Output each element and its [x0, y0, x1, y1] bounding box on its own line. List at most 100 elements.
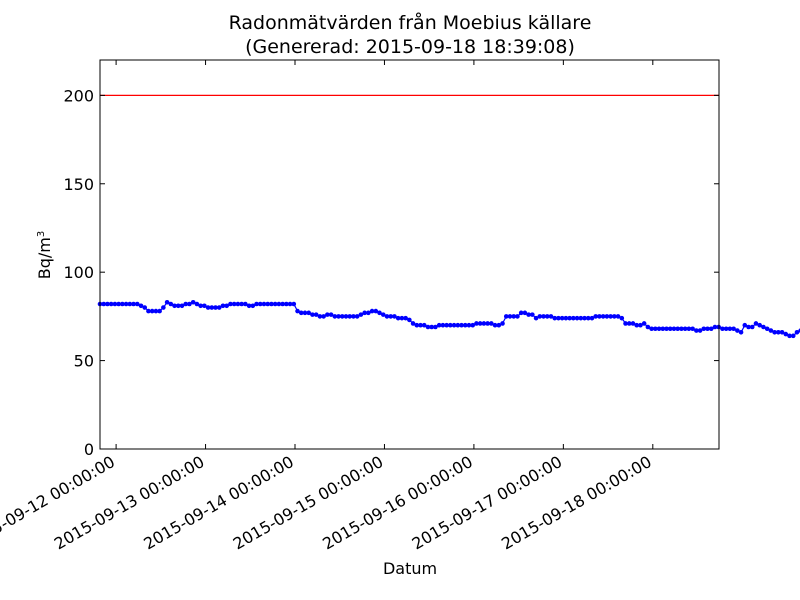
- data-point: [146, 308, 151, 314]
- data-point: [682, 326, 688, 332]
- data-point: [198, 303, 203, 309]
- data-point: [727, 326, 733, 332]
- data-point: [735, 328, 740, 333]
- data-point: [597, 314, 602, 319]
- data-point: [634, 322, 640, 328]
- data-point: [384, 314, 390, 319]
- data-point: [515, 314, 520, 319]
- data-point: [511, 314, 517, 319]
- data-point: [481, 321, 487, 326]
- data-point: [444, 322, 449, 328]
- data-point: [284, 301, 289, 307]
- data-point: [701, 326, 707, 332]
- data-point: [168, 301, 174, 307]
- data-point: [213, 305, 218, 310]
- data-point: [451, 322, 457, 328]
- data-point: [623, 321, 628, 326]
- data-point: [492, 322, 498, 328]
- data-point: [161, 305, 166, 310]
- data-point: [354, 314, 360, 319]
- data-point: [518, 310, 524, 316]
- data-point: [120, 301, 125, 307]
- data-point: [142, 305, 148, 310]
- data-point: [325, 312, 330, 317]
- data-point: [239, 301, 244, 307]
- data-point: [321, 314, 326, 319]
- data-point: [500, 321, 505, 326]
- data-point: [470, 322, 476, 328]
- data-point: [790, 333, 796, 339]
- data-point: [772, 330, 777, 335]
- data-point: [175, 303, 181, 309]
- data-point: [440, 322, 446, 328]
- data-point: [351, 314, 356, 319]
- data-point: [209, 305, 215, 310]
- data-point: [708, 326, 714, 332]
- y-tick-label: 150: [63, 175, 94, 194]
- data-point: [552, 315, 558, 321]
- data-point: [228, 301, 233, 307]
- data-point: [720, 326, 725, 332]
- data-point: [653, 326, 658, 332]
- data-point: [507, 314, 513, 319]
- data-point: [153, 308, 159, 314]
- y-tick-label: 0: [84, 440, 94, 459]
- data-point: [679, 326, 684, 332]
- data-point: [749, 324, 755, 330]
- data-point: [503, 314, 509, 319]
- data-point: [257, 301, 263, 307]
- data-point: [194, 301, 200, 307]
- y-tick-label: 50: [74, 352, 94, 371]
- data-point: [306, 310, 312, 316]
- data-point: [544, 314, 550, 319]
- data-point: [231, 301, 237, 307]
- data-point: [276, 301, 282, 307]
- data-point: [626, 321, 632, 326]
- data-point: [768, 328, 774, 333]
- data-point: [522, 310, 528, 316]
- data-point: [455, 322, 461, 328]
- data-point: [630, 321, 636, 326]
- data-point: [489, 321, 494, 326]
- data-point: [787, 333, 792, 339]
- data-point: [448, 322, 453, 328]
- data-point: [612, 314, 617, 319]
- chart-subtitle: (Genererad: 2015-09-18 18:39:08): [245, 36, 575, 58]
- data-point: [399, 315, 405, 321]
- data-point: [418, 322, 423, 328]
- data-point: [574, 315, 580, 321]
- data-point: [172, 303, 177, 309]
- data-point: [686, 326, 692, 332]
- data-point: [313, 312, 319, 317]
- data-point: [664, 326, 669, 332]
- plot-frame: [99, 59, 720, 450]
- data-point: [317, 314, 323, 319]
- data-point: [261, 301, 267, 307]
- data-point: [380, 312, 386, 317]
- data-point: [369, 308, 375, 314]
- data-point: [485, 321, 490, 326]
- data-point: [559, 315, 565, 321]
- data-point: [738, 330, 744, 335]
- data-point: [600, 314, 606, 319]
- data-point: [585, 315, 591, 321]
- data-point: [794, 330, 800, 335]
- data-point: [429, 324, 435, 330]
- data-point: [567, 315, 572, 321]
- data-point: [425, 324, 431, 330]
- data-point: [466, 322, 472, 328]
- data-point: [645, 324, 651, 330]
- chart-title: Radonmätvärden från Moebius källare: [229, 11, 592, 34]
- data-point: [779, 330, 785, 335]
- data-point: [731, 326, 736, 332]
- y-tick-label: 200: [63, 86, 94, 105]
- data-point: [112, 301, 118, 307]
- data-point: [108, 301, 114, 307]
- data-point: [593, 314, 599, 319]
- data-point: [753, 321, 759, 326]
- data-point: [123, 301, 129, 307]
- data-point: [578, 315, 584, 321]
- data-point: [496, 322, 502, 328]
- data-point: [298, 310, 304, 316]
